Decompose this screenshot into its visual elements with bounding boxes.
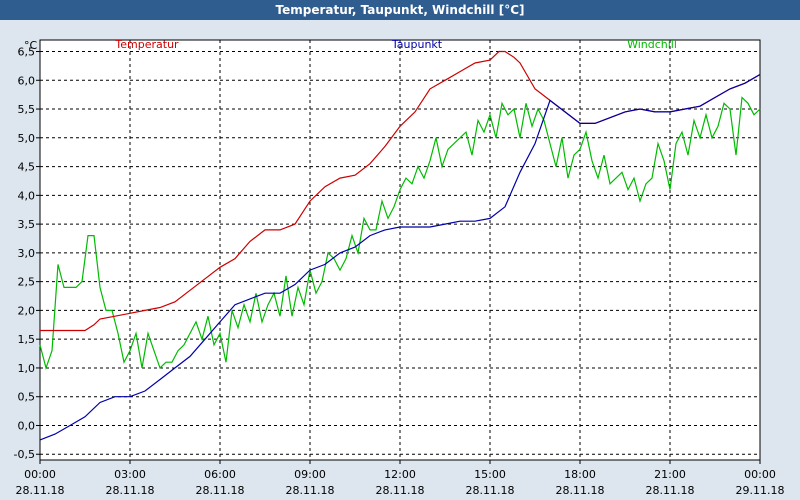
x-tick-time: 03:00 xyxy=(114,468,146,481)
series-line-windchill xyxy=(39,96,761,370)
y-tick-label: 4,0 xyxy=(18,189,36,202)
x-tick-date: 28.11.18 xyxy=(376,484,425,497)
x-axis-ticks: 00:00 28.11.18 03:00 28.11.18 06:00 28.11.18 0… xyxy=(16,460,785,497)
legend-temperatur: Temperatur xyxy=(114,38,179,51)
x-tick-time: 15:00 xyxy=(474,468,506,481)
y-axis-label: °C xyxy=(24,39,38,52)
x-tick-time: 06:00 xyxy=(204,468,236,481)
x-tick-date: 28.11.18 xyxy=(16,484,65,497)
legend: Temperatur Taupunkt Windchill xyxy=(114,38,677,51)
x-tick-time: 12:00 xyxy=(384,468,416,481)
y-tick-label: 0,5 xyxy=(18,391,36,404)
legend-taupunkt: Taupunkt xyxy=(391,38,443,51)
x-tick-date: 28.11.18 xyxy=(196,484,245,497)
x-tick-time: 00:00 xyxy=(24,468,56,481)
y-tick-label: 5,0 xyxy=(18,132,36,145)
y-tick-label: 1,0 xyxy=(18,362,36,375)
y-tick-label: 6,5 xyxy=(18,46,36,59)
x-tick-date: 28.11.18 xyxy=(106,484,155,497)
y-tick-label: 3,5 xyxy=(18,218,36,231)
y-tick-label: -0,5 xyxy=(14,448,35,461)
y-tick-label: 0,0 xyxy=(18,419,36,432)
x-tick-time: 00:00 xyxy=(744,468,776,481)
y-tick-label: 4,5 xyxy=(18,161,36,174)
legend-windchill: Windchill xyxy=(627,38,677,51)
x-tick-date: 28.11.18 xyxy=(556,484,605,497)
x-tick-time: 09:00 xyxy=(294,468,326,481)
y-tick-label: 2,0 xyxy=(18,304,36,317)
y-tick-label: 3,0 xyxy=(18,247,36,260)
chart-title: Temperatur, Taupunkt, Windchill [°C] xyxy=(0,0,800,20)
x-tick-date: 28.11.18 xyxy=(286,484,335,497)
series-line-taupunkt xyxy=(39,73,761,441)
x-tick-time: 18:00 xyxy=(564,468,596,481)
y-tick-label: 5,5 xyxy=(18,103,36,116)
y-tick-label: 2,5 xyxy=(18,276,36,289)
x-tick-time: 21:00 xyxy=(654,468,686,481)
y-tick-label: 1,5 xyxy=(18,333,36,346)
x-tick-date: 28.11.18 xyxy=(466,484,515,497)
chart-canvas: -0,5 0,0 0,5 1,0 1,5 2,0 2,5 3,0 3,5 4,0 4,5 5,0 5,5… xyxy=(14,38,785,497)
grid-lines xyxy=(40,40,760,460)
y-axis-ticks: -0,5 0,0 0,5 1,0 1,5 2,0 2,5 3,0 3,5 4,0 4,5 5,0 5,5… xyxy=(14,46,40,461)
x-tick-date: 28.11.18 xyxy=(646,484,695,497)
x-tick-date: 29.11.18 xyxy=(736,484,785,497)
series-lines xyxy=(39,50,761,441)
y-tick-label: 6,0 xyxy=(18,74,36,87)
